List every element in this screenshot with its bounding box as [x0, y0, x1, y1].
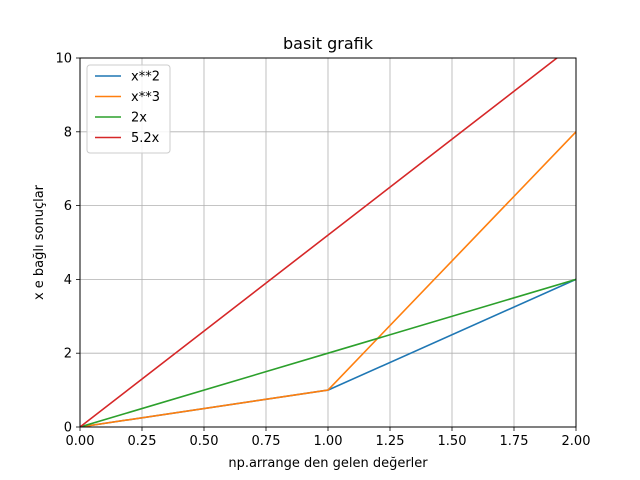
- legend-box: [86, 64, 171, 154]
- x-tick-label: 0.25: [128, 434, 157, 449]
- x-axis-label: np.arrange den gelen değerler: [228, 456, 428, 471]
- axis-ticks: 0.00 0.25 0.50 0.75 1.00 1.25 1.50 1.75 2.00 0 2 4 6…: [55, 52, 590, 450]
- series-line-1: [80, 131, 576, 427]
- x-tick-label: 0.50: [190, 434, 219, 449]
- legend-label: x**2: [131, 70, 160, 85]
- y-tick-label: 8: [64, 125, 72, 140]
- legend: x**2 x**3 2x 5.2x: [86, 64, 171, 154]
- y-tick-label: 6: [64, 199, 72, 214]
- legend-label: x**3: [131, 90, 160, 105]
- x-tick-label: 2.00: [562, 434, 591, 449]
- y-axis-label: x e bağlı sonuçlar: [32, 184, 47, 300]
- y-tick-label: 4: [64, 273, 72, 288]
- legend-label: 5.2x: [131, 131, 160, 146]
- y-tick-label: 2: [64, 347, 72, 362]
- y-tick-label: 10: [55, 52, 72, 67]
- chart-title: basit grafik: [283, 34, 374, 53]
- series-line-2: [80, 278, 576, 427]
- x-tick-label: 1.50: [438, 434, 467, 449]
- legend-label: 2x: [131, 111, 147, 126]
- x-tick-label: 0.75: [252, 434, 281, 449]
- series-line-3: [80, 58, 559, 427]
- x-tick-label: 1.75: [500, 434, 529, 449]
- y-tick-label: 0: [64, 421, 72, 436]
- series-lines: [80, 58, 576, 427]
- x-tick-label: 1.00: [314, 434, 343, 449]
- x-tick-label: 0.00: [66, 434, 95, 449]
- x-tick-label: 1.25: [376, 434, 405, 449]
